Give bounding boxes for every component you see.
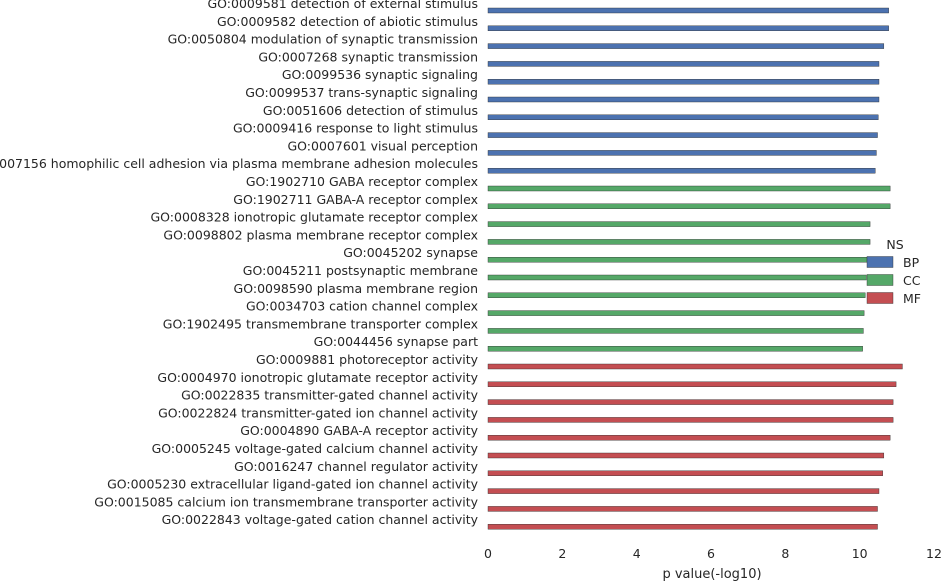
x-tick-label: 4 [633, 546, 641, 561]
x-tick-label: 6 [707, 546, 715, 561]
legend-title: NS [886, 237, 903, 252]
category-label: GO:0098590 plasma membrane region [234, 281, 478, 296]
x-axis-title: p value(-log10) [662, 567, 761, 582]
legend-label-bp: BP [903, 255, 920, 270]
bars-layer [487, 7, 903, 530]
bar-mf [487, 381, 897, 387]
bar-cc [487, 221, 871, 227]
bar-bp [487, 132, 878, 138]
bar-cc [487, 292, 866, 298]
category-label: GO:0022843 voltage-gated cation channel … [162, 512, 479, 527]
bar-cc [487, 346, 863, 352]
bar-cc [487, 274, 867, 281]
category-label: GO:0045211 postsynaptic membrane [243, 263, 479, 278]
category-label: GO:0015085 calcium ion transmembrane tra… [94, 494, 478, 509]
category-label: GO:0009881 photoreceptor activity [256, 352, 479, 367]
category-label: GO:0009582 detection of abiotic stimulus [217, 14, 478, 29]
bar-mf [487, 524, 878, 530]
x-tick-label: 12 [926, 546, 942, 561]
bar-cc [487, 185, 891, 192]
category-label: GO:0016247 channel regulator activity [234, 459, 478, 474]
category-label: GO:1902710 GABA receptor complex [246, 174, 478, 189]
category-label: GO:0007268 synaptic transmission [258, 49, 478, 64]
bar-bp [487, 43, 885, 49]
category-label: GO:1902711 GABA-A receptor complex [233, 192, 478, 207]
legend: NS BP CC MF [866, 237, 921, 306]
category-label: GO:0005245 voltage-gated calcium channel… [152, 441, 479, 456]
bar-cc [487, 310, 865, 316]
category-label: GO:0007156 homophilic cell adhesion via … [0, 156, 478, 171]
category-label: GO:0051606 detection of stimulus [263, 103, 478, 118]
bar-mf [487, 417, 894, 423]
x-tick-label: 8 [781, 546, 789, 561]
category-label: GO:1902495 transmembrane transporter com… [163, 316, 478, 331]
category-label: GO:0004970 ionotropic glutamate receptor… [157, 370, 478, 385]
x-tick-label: 10 [852, 546, 868, 561]
bar-mf [487, 506, 878, 512]
category-label: GO:0098802 plasma membrane receptor comp… [163, 227, 478, 242]
bar-bp [487, 96, 880, 103]
category-label: GO:0050804 modulation of synaptic transm… [168, 32, 478, 47]
category-label: GO:0099537 trans-synaptic signaling [245, 85, 478, 100]
legend-swatch-bp [866, 256, 894, 268]
category-label: GO:0008328 ionotropic glutamate receptor… [151, 210, 479, 225]
bar-mf [487, 363, 903, 370]
x-tick-label: 0 [484, 546, 492, 561]
bar-bp [487, 78, 880, 85]
bar-mf [487, 488, 880, 494]
category-label: GO:0022824 transmitter-gated ion channel… [158, 405, 479, 420]
category-label: GO:0004890 GABA-A receptor activity [240, 423, 478, 438]
bar-bp [487, 61, 880, 67]
legend-label-mf: MF [903, 291, 921, 306]
category-label: GO:0009416 response to light stimulus [233, 121, 478, 136]
bar-cc [487, 239, 871, 245]
bar-mf [487, 452, 885, 459]
category-label: GO:0022835 transmitter-gated channel act… [181, 388, 478, 403]
bar-cc [487, 328, 864, 334]
category-labels: GO:0009581 detection of external stimulu… [0, 0, 479, 527]
category-label: GO:0045202 synapse [343, 245, 478, 260]
bar-mf [487, 470, 883, 476]
x-axis-ticks: 0 2 4 6 8 10 12 [484, 546, 942, 561]
x-tick-label: 2 [558, 546, 566, 561]
category-label: GO:0099536 synaptic signaling [282, 67, 478, 82]
category-label: GO:0005230 extracellular ligand-gated io… [107, 477, 479, 492]
bar-cc [487, 257, 868, 263]
bar-bp [487, 114, 879, 121]
bar-mf [487, 435, 891, 441]
bar-mf [487, 399, 894, 405]
bar-bp [487, 167, 876, 174]
category-label: GO:0009581 detection of external stimulu… [208, 0, 479, 11]
category-label: GO:0007601 visual perception [287, 138, 478, 153]
legend-swatch-cc [866, 274, 894, 286]
category-label: GO:0034703 cation channel complex [246, 299, 478, 314]
bar-bp [487, 25, 889, 31]
bar-cc [487, 203, 891, 210]
legend-swatch-mf [866, 292, 894, 304]
bar-bp [487, 7, 889, 14]
category-label: GO:0044456 synapse part [314, 334, 478, 349]
bar-bp [487, 150, 877, 156]
legend-label-cc: CC [903, 273, 921, 288]
